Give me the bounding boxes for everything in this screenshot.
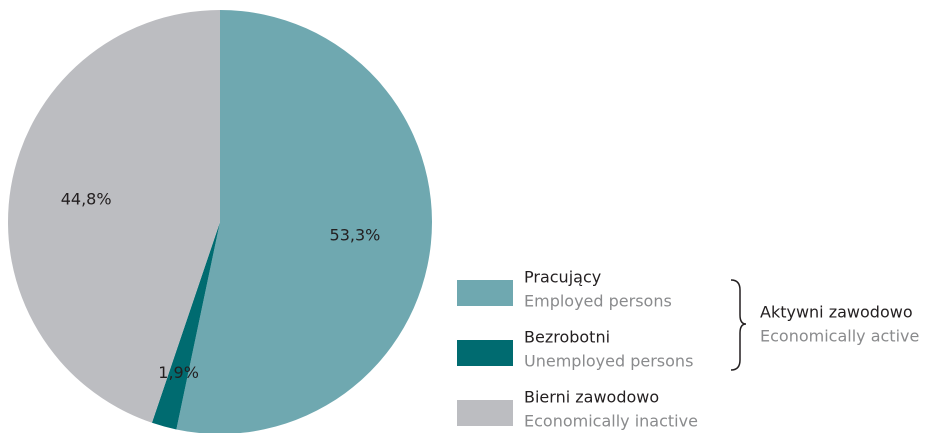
legend-sublabel: Unemployed persons [524, 352, 693, 371]
legend-swatch [457, 400, 513, 426]
group-sublabel: Economically active [760, 327, 919, 346]
legend-swatch [457, 280, 513, 306]
group-label: Aktywni zawodowo [760, 303, 913, 322]
pie-slice [176, 10, 432, 433]
value-label: 44,8% [61, 189, 112, 208]
legend-label: Bierni zawodowo [524, 388, 659, 407]
bracket [730, 279, 747, 371]
value-label: 53,3% [330, 226, 381, 245]
legend-sublabel: Employed persons [524, 292, 672, 311]
legend-label: Pracujący [524, 268, 601, 287]
value-label: 1,9% [158, 363, 199, 382]
pie-slice [151, 222, 220, 430]
legend-swatch [457, 340, 513, 366]
legend-sublabel: Economically inactive [524, 412, 698, 431]
legend-label: Bezrobotni [524, 328, 610, 347]
pie-slice [7, 10, 220, 423]
